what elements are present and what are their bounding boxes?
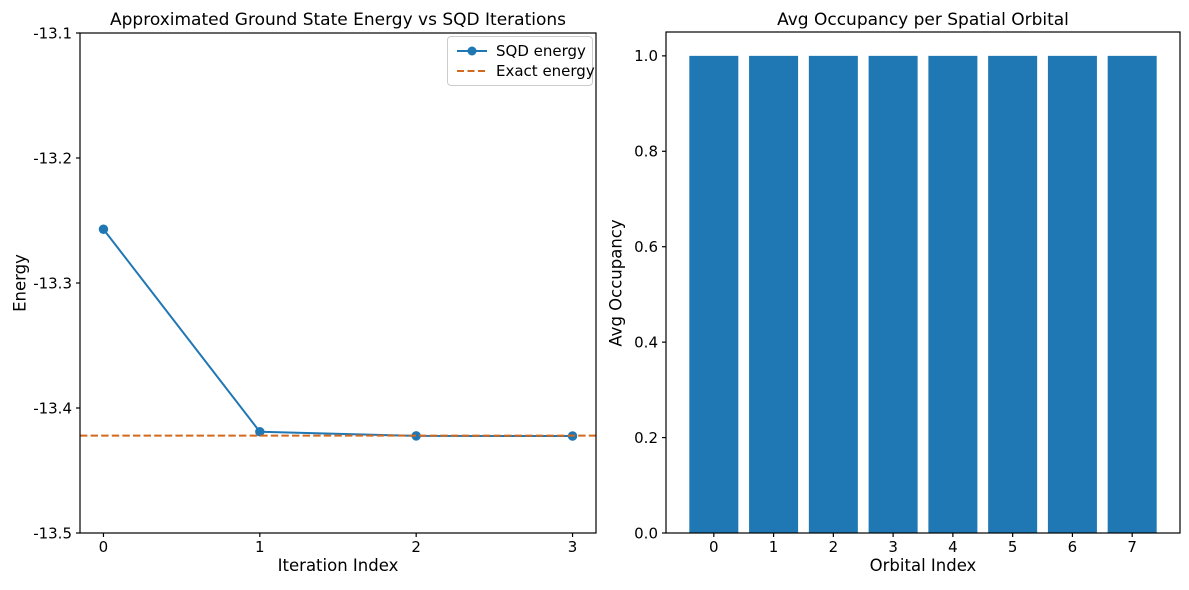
y-tick-label: -13.3	[33, 274, 72, 292]
sqd-energy-point	[411, 431, 421, 441]
left-chart-title: Approximated Ground State Energy vs SQD …	[110, 10, 566, 30]
x-tick-label: 0	[99, 538, 109, 556]
sqd-energy-line-swatch-icon	[457, 46, 487, 56]
sqd-energy-line	[102, 228, 573, 437]
right-chart-title: Avg Occupancy per Spatial Orbital	[777, 10, 1069, 30]
right-axes-frame	[665, 31, 1181, 534]
x-tick-label: 7	[1127, 538, 1137, 556]
x-tick-label: 5	[1008, 538, 1018, 556]
x-tick-label: 1	[255, 538, 265, 556]
x-tick-label: 0	[709, 538, 719, 556]
occupancy-bar	[749, 55, 799, 533]
left-xaxis-label: Iteration Index	[277, 556, 399, 575]
legend-label-exact-energy: Exact energy	[496, 62, 595, 80]
y-tick-label: 0.4	[634, 333, 658, 351]
legend-label-sqd-energy: SQD energy	[496, 42, 586, 60]
right-yaxis-label: Avg Occupancy	[606, 219, 626, 347]
legend: SQD energy Exact energy	[447, 36, 595, 86]
occupancy-bar	[808, 55, 858, 533]
y-tick-label: 1.0	[634, 47, 658, 65]
left-yaxis-label: Energy	[10, 254, 30, 312]
exact-energy-line-swatch-icon	[457, 70, 487, 72]
legend-item-sqd-energy: SQD energy	[457, 41, 586, 61]
occupancy-bar	[689, 55, 739, 533]
sqd-energy-point	[98, 224, 109, 234]
x-tick-label: 1	[769, 538, 779, 556]
y-tick-label: 0.2	[634, 429, 658, 447]
sqd-energy-point	[255, 427, 265, 437]
x-tick-label: 2	[411, 538, 421, 556]
x-tick-label: 4	[948, 538, 958, 556]
occupancy-bar	[868, 55, 918, 533]
left-axes-frame	[79, 32, 597, 534]
right-xaxis-label: Orbital Index	[869, 556, 977, 575]
y-tick-label: -13.4	[33, 399, 72, 417]
y-tick-label: 0.6	[634, 238, 658, 256]
sqd-energy-marker-icon	[467, 46, 477, 56]
occupancy-bar	[928, 55, 978, 533]
legend-item-exact-energy: Exact energy	[457, 61, 595, 81]
occupancy-bar	[988, 55, 1038, 533]
y-tick-label: -13.2	[33, 149, 72, 167]
occupancy-bar	[1107, 55, 1157, 533]
occupancy-bar	[1047, 55, 1097, 533]
x-tick-label: 3	[568, 538, 578, 556]
y-tick-label: 0.0	[634, 524, 658, 542]
y-tick-label: -13.1	[33, 24, 72, 42]
y-tick-label: -13.5	[33, 524, 72, 542]
x-tick-label: 2	[829, 538, 839, 556]
x-tick-label: 6	[1068, 538, 1078, 556]
y-tick-label: 0.8	[634, 143, 658, 161]
x-tick-label: 3	[888, 538, 898, 556]
